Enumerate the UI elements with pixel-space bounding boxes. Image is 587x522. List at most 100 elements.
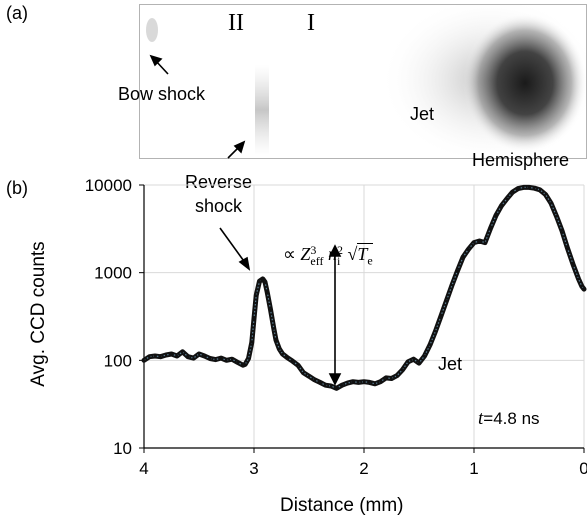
data-point-0-68 <box>478 239 481 243</box>
jet-curve-label: Jet <box>438 354 463 374</box>
data-point-0-76 <box>522 186 525 189</box>
data-point-0-15 <box>225 359 228 362</box>
bow-shock-mark <box>146 18 158 42</box>
data-point-0-24 <box>258 279 261 283</box>
data-point-0-65 <box>461 256 465 259</box>
data-point-0-6 <box>175 354 179 358</box>
data-point-0-18 <box>241 364 245 367</box>
data-point-0-63 <box>450 283 454 287</box>
data-point-0-22 <box>252 317 256 320</box>
data-point-0-70 <box>489 227 492 230</box>
data-point-0-27 <box>266 290 269 294</box>
data-point-0-48 <box>368 381 371 384</box>
data-point-0-83 <box>560 229 564 233</box>
data-point-0-34 <box>291 359 294 363</box>
jet-image-label: Jet <box>410 104 435 124</box>
data-point-0-79 <box>538 188 542 192</box>
data-point-0-20 <box>247 357 250 360</box>
formula-Z-sub: eff <box>310 253 324 268</box>
data-point-0-13 <box>214 358 217 361</box>
data-point-0-4 <box>164 353 168 357</box>
measure-arrowhead-top <box>328 244 342 257</box>
region-label-I: I <box>307 10 315 36</box>
formula-Z: Z <box>300 244 311 264</box>
series-layer <box>141 184 587 391</box>
data-point-0-64 <box>456 269 459 273</box>
data-point-0-17 <box>236 361 239 364</box>
y-axis-title: Avg. CCD counts <box>28 241 49 387</box>
series-line-core-0 <box>143 186 585 389</box>
data-point-0-1 <box>148 355 151 358</box>
data-point-0-60 <box>434 329 437 333</box>
data-point-0-88 <box>582 287 586 291</box>
data-point-0-21 <box>250 341 253 344</box>
data-point-0-72 <box>500 204 503 207</box>
data-point-0-35 <box>296 364 300 367</box>
data-point-0-36 <box>302 371 305 375</box>
data-point-0-49 <box>373 382 377 385</box>
data-point-0-16 <box>230 358 234 361</box>
data-point-0-82 <box>555 215 558 218</box>
data-point-0-2 <box>153 354 157 358</box>
region-label-II: II <box>228 10 244 36</box>
data-point-0-87 <box>580 285 583 288</box>
image-render <box>146 5 586 158</box>
data-point-0-38 <box>313 378 316 381</box>
x-axis-title: Distance (mm) <box>280 495 404 516</box>
data-point-0-85 <box>571 262 575 266</box>
data-point-0-54 <box>401 368 404 371</box>
reverse-shock-arrow-down <box>219 227 247 265</box>
data-point-0-7 <box>181 350 184 354</box>
data-point-0-62 <box>445 299 448 302</box>
data-point-0-25 <box>261 277 264 281</box>
formula-n-sup: 2 <box>336 242 343 257</box>
data-point-0-12 <box>208 357 212 360</box>
time-symbol: t <box>478 408 484 429</box>
x-tick-label-2: 2 <box>359 459 368 478</box>
annotation-arrows <box>149 54 342 386</box>
sqrt-sign: √ <box>347 244 358 264</box>
time-value: =4.8 ns <box>483 409 540 428</box>
data-point-0-43 <box>340 384 344 387</box>
data-point-0-81 <box>549 202 553 205</box>
data-point-0-74 <box>511 190 514 194</box>
data-point-0-57 <box>417 361 421 365</box>
data-point-0-67 <box>472 241 476 244</box>
time-label: t=4.8 ns <box>478 408 540 430</box>
x-tick-label-4: 0 <box>579 459 587 478</box>
data-point-0-77 <box>527 186 531 189</box>
formula-n-sub: i <box>336 253 341 268</box>
data-point-0-3 <box>159 355 162 358</box>
data-point-0-33 <box>285 356 289 359</box>
hemisphere-label: Hemisphere <box>472 150 570 170</box>
data-point-0-26 <box>263 280 267 284</box>
data-point-0-19 <box>244 363 247 366</box>
data-point-0-78 <box>533 186 536 190</box>
data-point-0-31 <box>278 347 281 351</box>
data-point-0-8 <box>186 355 190 358</box>
data-point-0-56 <box>412 358 415 361</box>
data-point-0-53 <box>395 374 399 377</box>
data-point-0-66 <box>467 248 470 251</box>
data-point-0-86 <box>577 277 580 281</box>
data-point-0-45 <box>351 380 355 383</box>
formula-T-sub: e <box>367 253 373 268</box>
data-point-0-58 <box>423 354 426 358</box>
data-point-0-29 <box>272 327 275 330</box>
image-panel <box>139 4 587 159</box>
formula-prefix: ∝ <box>283 244 296 264</box>
x-tick-label-3: 1 <box>469 459 478 478</box>
y-tick-label-0: 10 <box>113 439 132 458</box>
data-point-0-42 <box>335 387 338 390</box>
formula-n: n <box>327 244 337 264</box>
data-point-0-61 <box>439 314 443 318</box>
bow-shock-label: Bow shock <box>118 84 206 104</box>
data-point-0-55 <box>406 360 410 364</box>
data-point-0-37 <box>307 374 311 378</box>
panel-label-a: (a) <box>6 3 28 23</box>
reverse-shock-band <box>255 65 269 155</box>
data-point-0-28 <box>269 308 272 311</box>
data-point-0-0 <box>142 359 146 362</box>
data-point-0-41 <box>329 384 333 388</box>
